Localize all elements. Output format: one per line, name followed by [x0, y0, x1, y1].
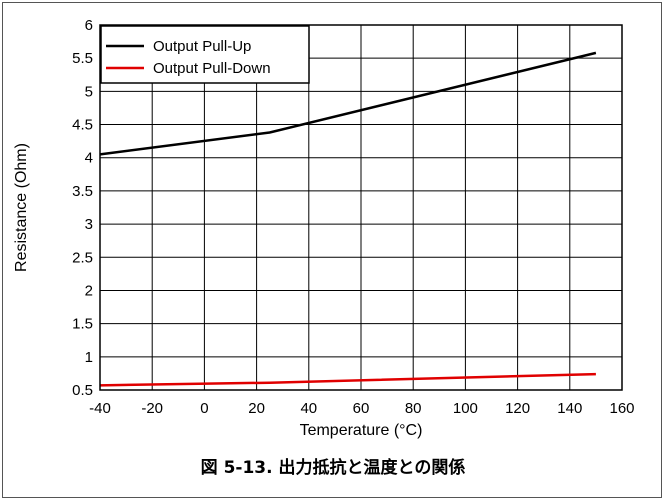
x-tick-label: 120: [505, 400, 530, 417]
x-tick-label: -20: [141, 400, 163, 417]
legend: Output Pull-Up Output Pull-Down: [100, 25, 310, 84]
x-tick-label: 0: [200, 400, 208, 417]
x-tick-labels: -40 -20 0 20 40 60 80 100 120 140 160: [89, 400, 634, 417]
y-tick-label: 1.5: [72, 316, 93, 333]
y-axis-label: Resistance (Ohm): [13, 143, 30, 272]
series-line-0: [99, 51, 597, 156]
x-tick-label: 100: [453, 400, 478, 417]
x-tick-label: 40: [300, 400, 317, 417]
y-tick-label: 3: [85, 216, 93, 233]
y-tick-label: 3.5: [72, 183, 93, 200]
x-tick-label: 160: [609, 400, 634, 417]
y-tick-labels: 0.5 1 1.5 2 2.5 3 3.5 4 4.5 5 5.5 6: [72, 17, 93, 399]
figure-caption: 図 5-13. 出力抵抗と温度との関係: [200, 458, 466, 478]
plot-area: [99, 24, 623, 391]
y-tick-label: 5.5: [72, 50, 93, 67]
figure-frame: -40 -20 0 20 40 60 80 100 120 140 160 0.5 1 1.5 2 2.5 3…: [2, 2, 662, 498]
x-tick-label: -40: [89, 400, 111, 417]
y-tick-label: 4.5: [72, 117, 93, 134]
y-tick-label: 0.5: [72, 382, 93, 399]
x-tick-label: 60: [353, 400, 370, 417]
x-tick-label: 140: [557, 400, 582, 417]
y-tick-label: 6: [85, 17, 93, 34]
line-chart: -40 -20 0 20 40 60 80 100 120 140 160 0.5 1 1.5 2 2.5 3…: [13, 17, 635, 439]
y-tick-label: 4: [85, 150, 93, 167]
x-axis-label: Temperature (°C): [300, 422, 423, 439]
y-tick-label: 1: [85, 349, 93, 366]
series-line-1: [99, 372, 596, 387]
legend-entry-pull-up: Output Pull-Up: [153, 38, 251, 55]
series-lines: [99, 51, 597, 387]
y-tick-label: 2: [85, 282, 93, 299]
legend-entry-pull-down: Output Pull-Down: [153, 60, 271, 77]
y-tick-label: 5: [85, 83, 93, 100]
legend-box: [100, 25, 310, 84]
y-tick-label: 2.5: [72, 249, 93, 266]
x-tick-label: 80: [405, 400, 422, 417]
x-tick-label: 20: [248, 400, 265, 417]
